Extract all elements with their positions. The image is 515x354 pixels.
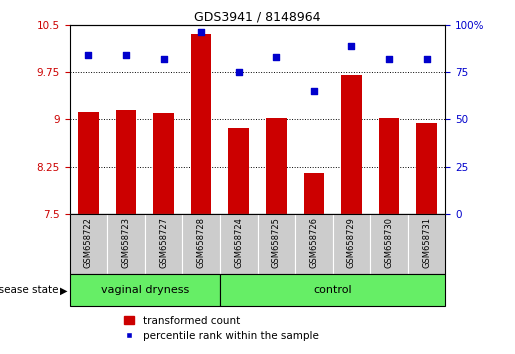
Text: GSM658725: GSM658725 bbox=[272, 217, 281, 268]
Point bbox=[197, 29, 205, 35]
Point bbox=[84, 52, 93, 58]
Bar bbox=[70, 274, 220, 306]
Point bbox=[160, 56, 168, 62]
Bar bbox=[153, 113, 174, 214]
Point bbox=[385, 56, 393, 62]
Text: GSM658730: GSM658730 bbox=[385, 217, 393, 268]
Title: GDS3941 / 8148964: GDS3941 / 8148964 bbox=[194, 11, 321, 24]
Text: GSM658731: GSM658731 bbox=[422, 217, 431, 268]
Text: GSM658723: GSM658723 bbox=[122, 217, 130, 268]
Bar bbox=[295, 214, 333, 274]
Bar bbox=[379, 118, 400, 214]
Bar bbox=[408, 214, 445, 274]
Bar bbox=[115, 110, 136, 214]
Bar bbox=[70, 214, 107, 274]
Bar bbox=[303, 173, 324, 214]
Text: GSM658724: GSM658724 bbox=[234, 217, 243, 268]
Bar bbox=[333, 214, 370, 274]
Bar bbox=[220, 214, 258, 274]
Text: GSM658729: GSM658729 bbox=[347, 217, 356, 268]
Bar bbox=[107, 214, 145, 274]
Bar bbox=[145, 214, 182, 274]
Point bbox=[347, 43, 355, 48]
Point bbox=[310, 88, 318, 94]
Text: vaginal dryness: vaginal dryness bbox=[100, 285, 189, 295]
Text: disease state: disease state bbox=[0, 285, 58, 295]
Bar bbox=[341, 75, 362, 214]
Bar bbox=[258, 214, 295, 274]
Text: ▶: ▶ bbox=[60, 285, 67, 295]
Bar bbox=[370, 214, 408, 274]
Bar bbox=[416, 122, 437, 214]
Bar bbox=[228, 128, 249, 214]
Point bbox=[235, 69, 243, 75]
Text: control: control bbox=[313, 285, 352, 295]
Bar bbox=[220, 274, 445, 306]
Bar bbox=[78, 112, 99, 214]
Point bbox=[423, 56, 431, 62]
Point bbox=[122, 52, 130, 58]
Bar bbox=[182, 214, 220, 274]
Text: GSM658722: GSM658722 bbox=[84, 217, 93, 268]
Text: GSM658727: GSM658727 bbox=[159, 217, 168, 268]
Legend: transformed count, percentile rank within the sample: transformed count, percentile rank withi… bbox=[120, 312, 323, 346]
Point bbox=[272, 54, 280, 60]
Text: GSM658728: GSM658728 bbox=[197, 217, 205, 268]
Bar bbox=[266, 118, 287, 214]
Bar bbox=[191, 34, 212, 214]
Text: GSM658726: GSM658726 bbox=[310, 217, 318, 268]
